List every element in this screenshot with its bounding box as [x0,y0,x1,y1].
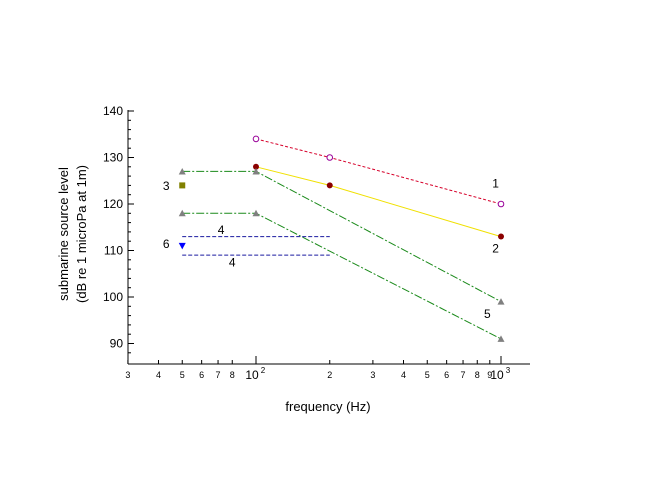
x-major-tick-label: 10 [245,368,259,382]
x-minor-tick-label: 8 [230,370,235,380]
point-3 [179,182,186,189]
x-axis-title: frequency (Hz) [285,399,370,414]
label-5: 5 [484,307,491,321]
x-minor-tick-label: 5 [425,370,430,380]
x-minor-tick-label: 9 [487,370,492,380]
curve-5-lower-point [497,335,505,342]
curve-1-point [326,154,334,161]
curve-2-point [498,233,504,240]
x-major-tick-exponent: 2 [261,366,266,375]
point-6 [178,242,186,250]
curve-5-upper-point [252,167,260,175]
curve-2-point [326,182,333,189]
curve-1-line [255,138,502,205]
curve-5-lower-point [178,209,186,217]
y-tick-label: 100 [103,290,123,304]
x-minor-tick-label: 4 [401,370,406,380]
label-4-bottom: 4 [229,256,236,270]
x-minor-tick-label: 5 [180,370,185,380]
x-minor-tick-label: 4 [156,370,161,380]
curve-1-point [252,135,260,143]
x-minor-tick-label: 2 [327,370,332,380]
curve-5-lower-point [252,209,260,217]
label-1: 1 [492,177,499,191]
y-axis-title: submarine source level [56,167,71,301]
x-minor-tick-label: 7 [461,370,466,380]
label-4-top: 4 [218,223,225,237]
curve-5-upper-line [182,170,502,303]
label-2: 2 [492,242,499,256]
x-major-tick-exponent: 3 [506,366,511,375]
label-3: 3 [163,179,170,193]
curve-2-point [253,163,259,170]
curve-1-point [497,200,505,208]
x-minor-tick-label: 3 [370,370,375,380]
y-tick-label: 120 [103,197,123,211]
y-tick-label: 90 [110,337,124,351]
curve-5-upper-point [178,167,186,175]
x-minor-tick-label: 8 [475,370,480,380]
x-major-tick-label: 10 [490,368,504,382]
marker-layer [178,135,505,342]
curve-2-line [255,166,502,238]
x-minor-tick-label: 3 [125,370,130,380]
annotation-layer: 1 2 3 4 4 5 6 [163,177,499,321]
label-6: 6 [163,237,170,251]
x-minor-tick-label: 7 [216,370,221,380]
series-layer [182,138,502,340]
y-tick-label: 140 [103,104,123,118]
curve-5-upper-point [497,298,505,305]
y-tick-label: 110 [104,244,123,258]
x-minor-tick-label: 6 [444,370,449,380]
y-axis-title-units: (dB re 1 microPa at 1m) [74,165,89,303]
y-tick-label: 130 [103,151,123,165]
x-minor-tick-label: 6 [199,370,204,380]
